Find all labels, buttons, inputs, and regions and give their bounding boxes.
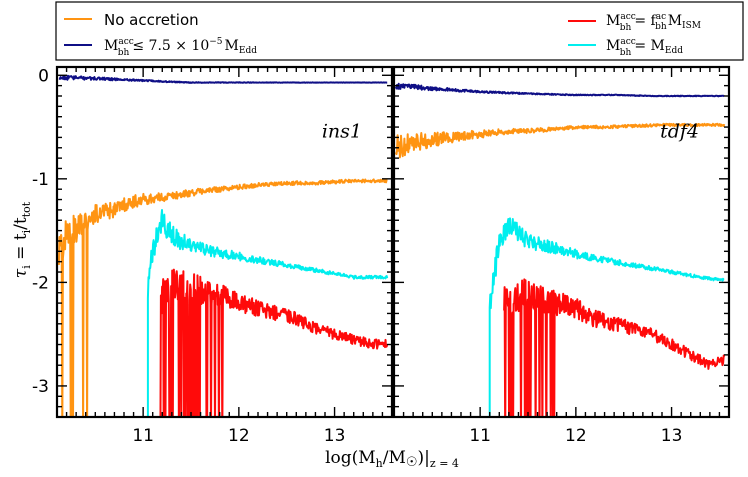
- legend-label-no-accretion: No accretion: [104, 11, 199, 29]
- x-axis-label: log(Mh/M☉)|z = 4: [325, 448, 459, 470]
- series-m-bh-acc-f-bh-ac-m-ism: [503, 278, 726, 417]
- panel-label: tdf4: [660, 120, 699, 142]
- series-m-bh-acc-7-5e-5-m-edd: [394, 82, 725, 98]
- y-axis-label: τi = ti/ttot: [11, 201, 33, 278]
- y-tick-label: -1: [32, 170, 49, 190]
- series-no-accretion: [57, 178, 388, 417]
- y-tick-label: -2: [32, 273, 49, 293]
- legend-frame: [55, 1, 744, 61]
- x-tick-label: 13: [661, 426, 683, 446]
- panel-tdf4: 11 12 13 tdf4: [392, 65, 731, 446]
- panel-label: ins1: [322, 120, 362, 142]
- x-tick-label: 13: [324, 426, 346, 446]
- panel-frame: [55, 65, 394, 419]
- panel-frame: [392, 65, 731, 419]
- legend-label-eddington: Macc bh = MEdd: [606, 37, 683, 58]
- legend: No accretion Macc bh ≤ 7.5 × 10−5 MEdd Macc…: [55, 1, 744, 61]
- x-tick-label: 12: [228, 426, 250, 446]
- series-no-accretion: [394, 122, 726, 159]
- x-tick-label: 12: [565, 426, 587, 446]
- legend-label-edd-limit: Macc bh ≤ 7.5 × 10−5 MEdd: [104, 37, 257, 58]
- plot-area: [57, 74, 389, 417]
- series-m-bh-acc-m-edd: [146, 209, 389, 417]
- y-tick-label: -3: [32, 377, 49, 397]
- panel-ins1: 11 12 13 0 -1 -2 -3 ins1: [32, 65, 394, 446]
- x-tick-label: 11: [132, 426, 154, 446]
- x-tick-label: 11: [469, 426, 491, 446]
- plot-area: [394, 82, 726, 417]
- series-m-bh-acc-7-5e-5-m-edd: [58, 74, 388, 84]
- legend-label-fraction: Macc bh = fac bhMISM: [606, 12, 701, 33]
- series-m-bh-acc-m-edd: [488, 217, 725, 417]
- y-tick-label: 0: [38, 66, 49, 86]
- series-m-bh-acc-f-bh-ac-m-ism: [159, 268, 389, 417]
